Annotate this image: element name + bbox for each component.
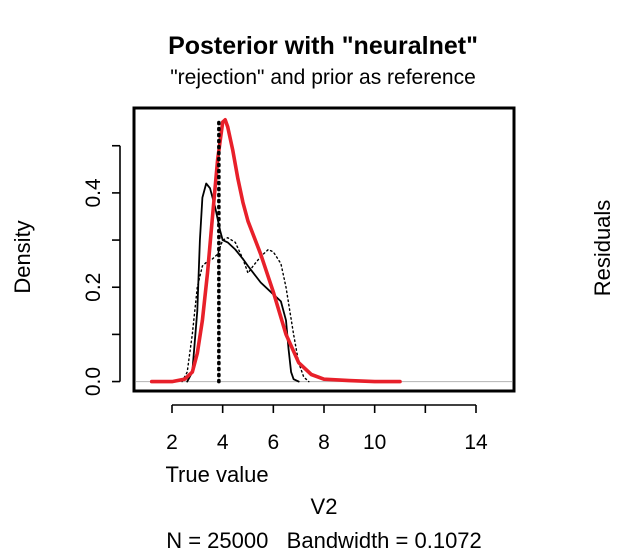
marker-label: True value	[165, 462, 268, 487]
y-tick-label: 0.4	[82, 178, 105, 208]
series-group	[136, 117, 512, 384]
x-tick-label: 4	[217, 431, 229, 454]
x-tick-label: 2	[166, 431, 178, 454]
axis-ticks: 2 4 6 8 10 14 0.0 0.2 0.4	[82, 144, 488, 454]
plot-frame	[132, 106, 516, 393]
x-tick-label: 10	[363, 431, 386, 454]
series-line-rejection	[186, 182, 300, 383]
x-tick-label: 14	[464, 431, 488, 454]
y-tick-label: 0.0	[82, 367, 105, 396]
y-axis-label: Density	[10, 220, 35, 293]
right-axis-label: Residuals	[590, 200, 615, 297]
x-axis-label: V2	[311, 494, 338, 519]
x-tick-label: 6	[267, 431, 279, 454]
y-tick-label: 0.2	[82, 273, 105, 302]
series-line-neuralnet	[149, 118, 402, 384]
footer-note: N = 25000 Bandwidth = 0.1072	[166, 528, 482, 553]
chart-title: Posterior with "neuralnet"	[168, 32, 478, 60]
chart-subtitle: "rejection" and prior as reference	[170, 66, 476, 89]
x-tick-label: 8	[318, 431, 330, 454]
